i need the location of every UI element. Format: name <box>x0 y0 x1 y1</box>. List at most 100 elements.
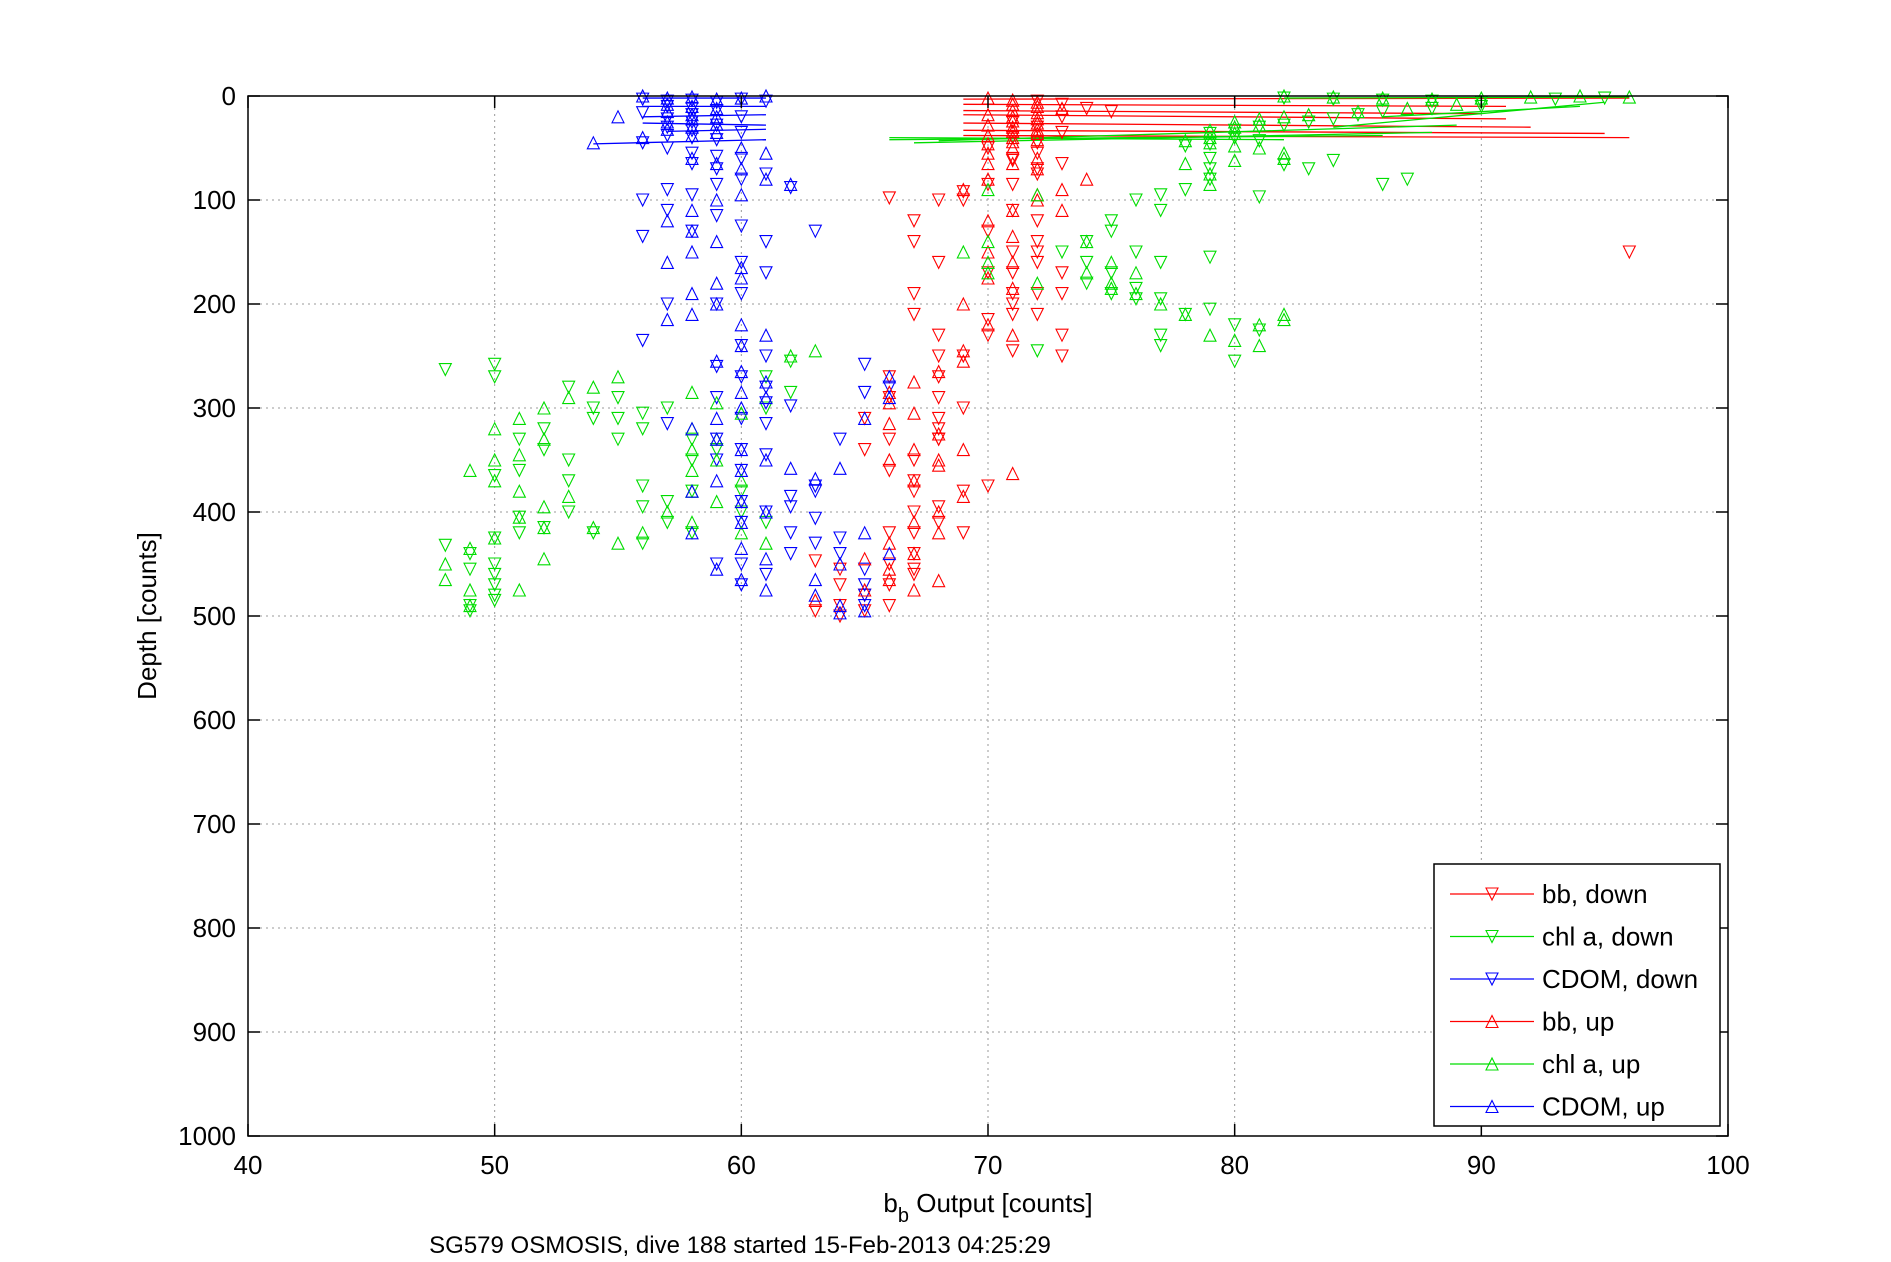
data-point <box>857 411 872 425</box>
legend-swatch-marker <box>1485 929 1499 944</box>
data-point <box>487 469 502 483</box>
data-point <box>981 328 995 343</box>
data-point <box>1622 89 1637 104</box>
data-point <box>734 151 749 166</box>
data-point <box>882 535 897 550</box>
data-point <box>882 557 897 572</box>
data-point <box>463 598 477 613</box>
data-point <box>1326 89 1341 104</box>
data-point <box>1079 276 1094 291</box>
data-point <box>1153 296 1168 311</box>
data-point <box>734 411 749 426</box>
data-point <box>981 177 995 192</box>
data-point <box>981 270 995 285</box>
data-point <box>1129 193 1143 208</box>
data-point <box>783 489 798 504</box>
data-point <box>537 422 551 437</box>
data-point <box>1005 92 1020 107</box>
data-point <box>1153 328 1168 343</box>
data-point <box>1104 287 1119 301</box>
data-point <box>1227 119 1242 134</box>
data-point <box>1030 105 1045 120</box>
data-point <box>487 421 502 436</box>
data-point <box>734 405 749 420</box>
data-point <box>1203 130 1217 145</box>
series-line-segment <box>889 134 1383 141</box>
data-point <box>1030 122 1045 136</box>
data-point <box>1005 109 1020 124</box>
y-tick-label: 400 <box>193 497 236 527</box>
data-point <box>981 313 995 327</box>
data-point <box>438 556 453 571</box>
data-point <box>907 484 921 499</box>
data-point <box>1227 123 1242 138</box>
data-point <box>537 551 551 566</box>
data-point <box>808 604 823 619</box>
data-point <box>537 443 551 457</box>
series-points <box>438 88 1637 624</box>
data-point <box>931 573 946 588</box>
data-point <box>1030 136 1045 151</box>
x-tick-label: 70 <box>974 1150 1003 1180</box>
data-point <box>709 162 724 177</box>
data-point <box>1622 245 1637 260</box>
data-point <box>1129 292 1143 307</box>
data-point <box>709 275 724 290</box>
data-point <box>1030 235 1045 249</box>
data-point <box>660 112 675 127</box>
x-axis-label-main: b <box>883 1188 897 1218</box>
data-point <box>783 354 798 369</box>
data-point <box>981 107 995 122</box>
data-point <box>759 380 773 395</box>
data-point <box>882 380 897 395</box>
data-point <box>1178 183 1193 197</box>
data-point <box>1252 323 1267 338</box>
series-line-segment <box>938 124 1457 142</box>
data-point <box>709 149 724 164</box>
data-point <box>1227 354 1242 369</box>
data-point <box>709 557 724 572</box>
data-point <box>635 422 650 437</box>
data-point <box>931 426 946 441</box>
data-point <box>1252 120 1267 135</box>
data-point <box>981 265 995 280</box>
data-point <box>808 593 823 607</box>
data-point <box>685 223 699 238</box>
data-point <box>734 317 749 332</box>
data-point <box>635 136 650 151</box>
data-point <box>709 192 724 207</box>
data-point <box>635 406 650 421</box>
legend-swatch-marker <box>1485 1014 1499 1029</box>
data-point <box>956 193 971 208</box>
data-point <box>709 353 724 368</box>
data-point <box>1030 132 1045 147</box>
data-point <box>759 266 773 281</box>
data-point <box>685 244 699 259</box>
data-point <box>783 526 798 541</box>
data-point <box>463 582 477 597</box>
data-point <box>734 578 749 593</box>
data-point <box>709 177 724 192</box>
data-point <box>660 99 675 114</box>
data-point <box>1523 89 1538 104</box>
series-line-segment <box>913 131 1433 144</box>
data-point <box>1079 234 1094 249</box>
data-point <box>907 405 921 420</box>
data-point <box>734 385 749 399</box>
data-point <box>635 229 650 244</box>
data-point <box>808 511 823 526</box>
legend-swatch-marker <box>1485 887 1499 902</box>
data-point <box>734 400 749 415</box>
data-point <box>1030 167 1045 182</box>
data-point <box>931 193 946 208</box>
data-point <box>1030 126 1045 140</box>
data-point <box>1005 245 1020 260</box>
y-tick-label: 100 <box>193 185 236 215</box>
data-point <box>1005 119 1020 134</box>
data-point <box>1153 339 1168 353</box>
data-point <box>1055 245 1069 260</box>
data-point <box>1203 172 1217 187</box>
data-point <box>956 244 971 259</box>
data-point <box>586 135 601 150</box>
data-point <box>1079 255 1094 270</box>
